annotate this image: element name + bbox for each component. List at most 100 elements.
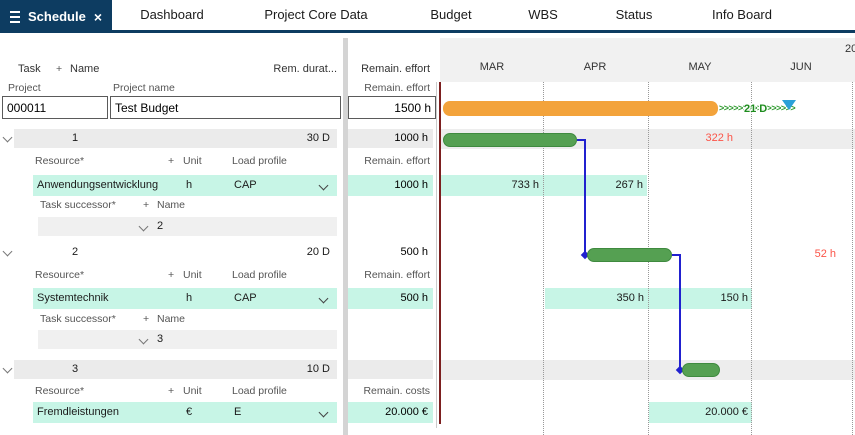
menu-icon[interactable] <box>10 10 21 23</box>
chevron-down-icon[interactable] <box>2 132 13 143</box>
period-value-cell: 20.000 € <box>649 402 752 423</box>
chevron-down-icon[interactable] <box>138 221 149 232</box>
resource-effort[interactable]: 500 h <box>348 288 433 309</box>
task-number: 2 <box>72 246 79 258</box>
month-label: MAR <box>479 61 505 73</box>
task-effort[interactable]: 500 h <box>400 246 428 258</box>
resource-load-profile[interactable]: E <box>234 406 242 418</box>
close-icon[interactable]: × <box>93 8 102 25</box>
project-effort-field[interactable] <box>348 96 436 119</box>
successor-name-header: Name <box>157 199 186 211</box>
resource-unit[interactable]: h <box>186 292 193 304</box>
task-row[interactable]: 3 10 D <box>14 360 337 379</box>
load-profile-header: Load profile <box>232 269 287 281</box>
task-effort[interactable]: 1000 h <box>348 129 433 148</box>
unit-header: Unit <box>183 385 202 397</box>
task-bar[interactable] <box>443 133 577 147</box>
tab-schedule[interactable]: Schedule × <box>0 0 112 33</box>
task-bar[interactable] <box>682 363 720 377</box>
project-bar[interactable] <box>443 101 718 116</box>
current-date-line <box>439 82 441 424</box>
successor-name-header: Name <box>157 313 186 325</box>
resource-name[interactable]: Fremdleistungen <box>37 406 119 418</box>
tab-status[interactable]: Status <box>615 7 653 22</box>
tab-info-board[interactable]: Info Board <box>712 7 772 22</box>
task-bar[interactable] <box>587 248 672 262</box>
dropdown-chevron-icon[interactable] <box>318 407 329 418</box>
resource-unit[interactable]: h <box>186 179 193 191</box>
col-task: Task <box>18 63 41 75</box>
chevron-down-icon[interactable] <box>2 363 13 374</box>
successor-row[interactable]: 3 <box>38 330 337 349</box>
plus-icon[interactable]: + <box>168 269 175 281</box>
gantt-year-label: 20 <box>845 43 855 55</box>
project-id-field[interactable] <box>2 96 108 119</box>
load-profile-header: Load profile <box>232 385 287 397</box>
connector-line <box>672 254 681 256</box>
tab-project-core-data[interactable]: Project Core Data <box>264 7 368 22</box>
plus-icon[interactable]: + <box>168 155 175 167</box>
gridline <box>751 82 752 435</box>
project-effort-label: Remain. effort <box>364 82 430 94</box>
resource-row[interactable]: Systemtechnik h CAP <box>33 288 337 309</box>
gantt-timeline-header <box>440 38 855 82</box>
milestone-triangle-icon[interactable] <box>782 100 796 110</box>
plus-icon[interactable]: + <box>143 313 150 325</box>
period-value-cell: 733 h <box>441 175 543 196</box>
successor-value: 3 <box>157 333 164 345</box>
tab-budget[interactable]: Budget <box>430 7 472 22</box>
task-row[interactable]: 1 30 D <box>14 129 337 148</box>
remain-costs-header: Remain. costs <box>363 385 430 397</box>
column-divider <box>436 82 437 428</box>
tab-bar: Schedule × Dashboard Project Core Data B… <box>0 0 855 33</box>
resource-row[interactable]: Fremdleistungen € E <box>33 402 337 423</box>
resource-name[interactable]: Anwendungsentwicklung <box>37 179 159 191</box>
connector-line <box>584 139 586 255</box>
buffer-chevrons-icon: >>>>>>>>>>>>>>>> <box>719 103 796 113</box>
task-successor-header: Task successor* <box>40 313 116 325</box>
overdue-label: 52 h <box>814 248 836 260</box>
remain-effort-header: Remain. effort <box>364 269 430 281</box>
dropdown-chevron-icon[interactable] <box>318 293 329 304</box>
plus-icon[interactable]: + <box>168 385 175 397</box>
task-duration: 10 D <box>306 363 330 375</box>
unit-header: Unit <box>183 155 202 167</box>
resource-load-profile[interactable]: CAP <box>234 292 257 304</box>
resource-name[interactable]: Systemtechnik <box>37 292 109 304</box>
successor-row[interactable]: 2 <box>38 217 337 236</box>
column-splitter[interactable] <box>343 38 348 435</box>
month-label: APR <box>583 61 607 73</box>
plus-icon[interactable]: + <box>56 63 63 75</box>
chevron-down-icon[interactable] <box>2 246 13 257</box>
chevron-down-icon[interactable] <box>138 334 149 345</box>
unit-header: Unit <box>183 269 202 281</box>
resource-unit[interactable]: € <box>186 406 193 418</box>
project-label: Project <box>8 82 41 94</box>
connector-line <box>577 139 586 141</box>
period-value-cell: 350 h <box>545 288 648 309</box>
resource-effort[interactable]: 1000 h <box>348 175 433 196</box>
project-name-label: Project name <box>113 82 175 94</box>
task-successor-header: Task successor* <box>40 199 116 211</box>
gridline <box>852 82 853 435</box>
month-label: MAY <box>688 61 712 73</box>
overdue-label: 322 h <box>705 132 733 144</box>
tab-dashboard[interactable]: Dashboard <box>140 7 204 22</box>
plus-icon[interactable]: + <box>143 199 150 211</box>
tab-wbs[interactable]: WBS <box>528 7 558 22</box>
load-profile-header: Load profile <box>232 155 287 167</box>
remain-effort-header: Remain. effort <box>364 155 430 167</box>
task-row[interactable]: 2 20 D <box>14 243 337 262</box>
resource-load-profile[interactable]: CAP <box>234 179 257 191</box>
resource-costs[interactable]: 20.000 € <box>348 402 433 423</box>
col-name: Name <box>70 63 100 75</box>
resource-header: Resource* <box>35 269 85 281</box>
period-value-cell: 150 h <box>648 288 752 309</box>
project-name-field[interactable] <box>110 96 341 119</box>
resource-row[interactable]: Anwendungsentwicklung h CAP <box>33 175 337 196</box>
task-effort[interactable] <box>348 360 433 379</box>
task-duration: 30 D <box>306 132 330 144</box>
dropdown-chevron-icon[interactable] <box>318 180 329 191</box>
task-number: 1 <box>72 132 79 144</box>
